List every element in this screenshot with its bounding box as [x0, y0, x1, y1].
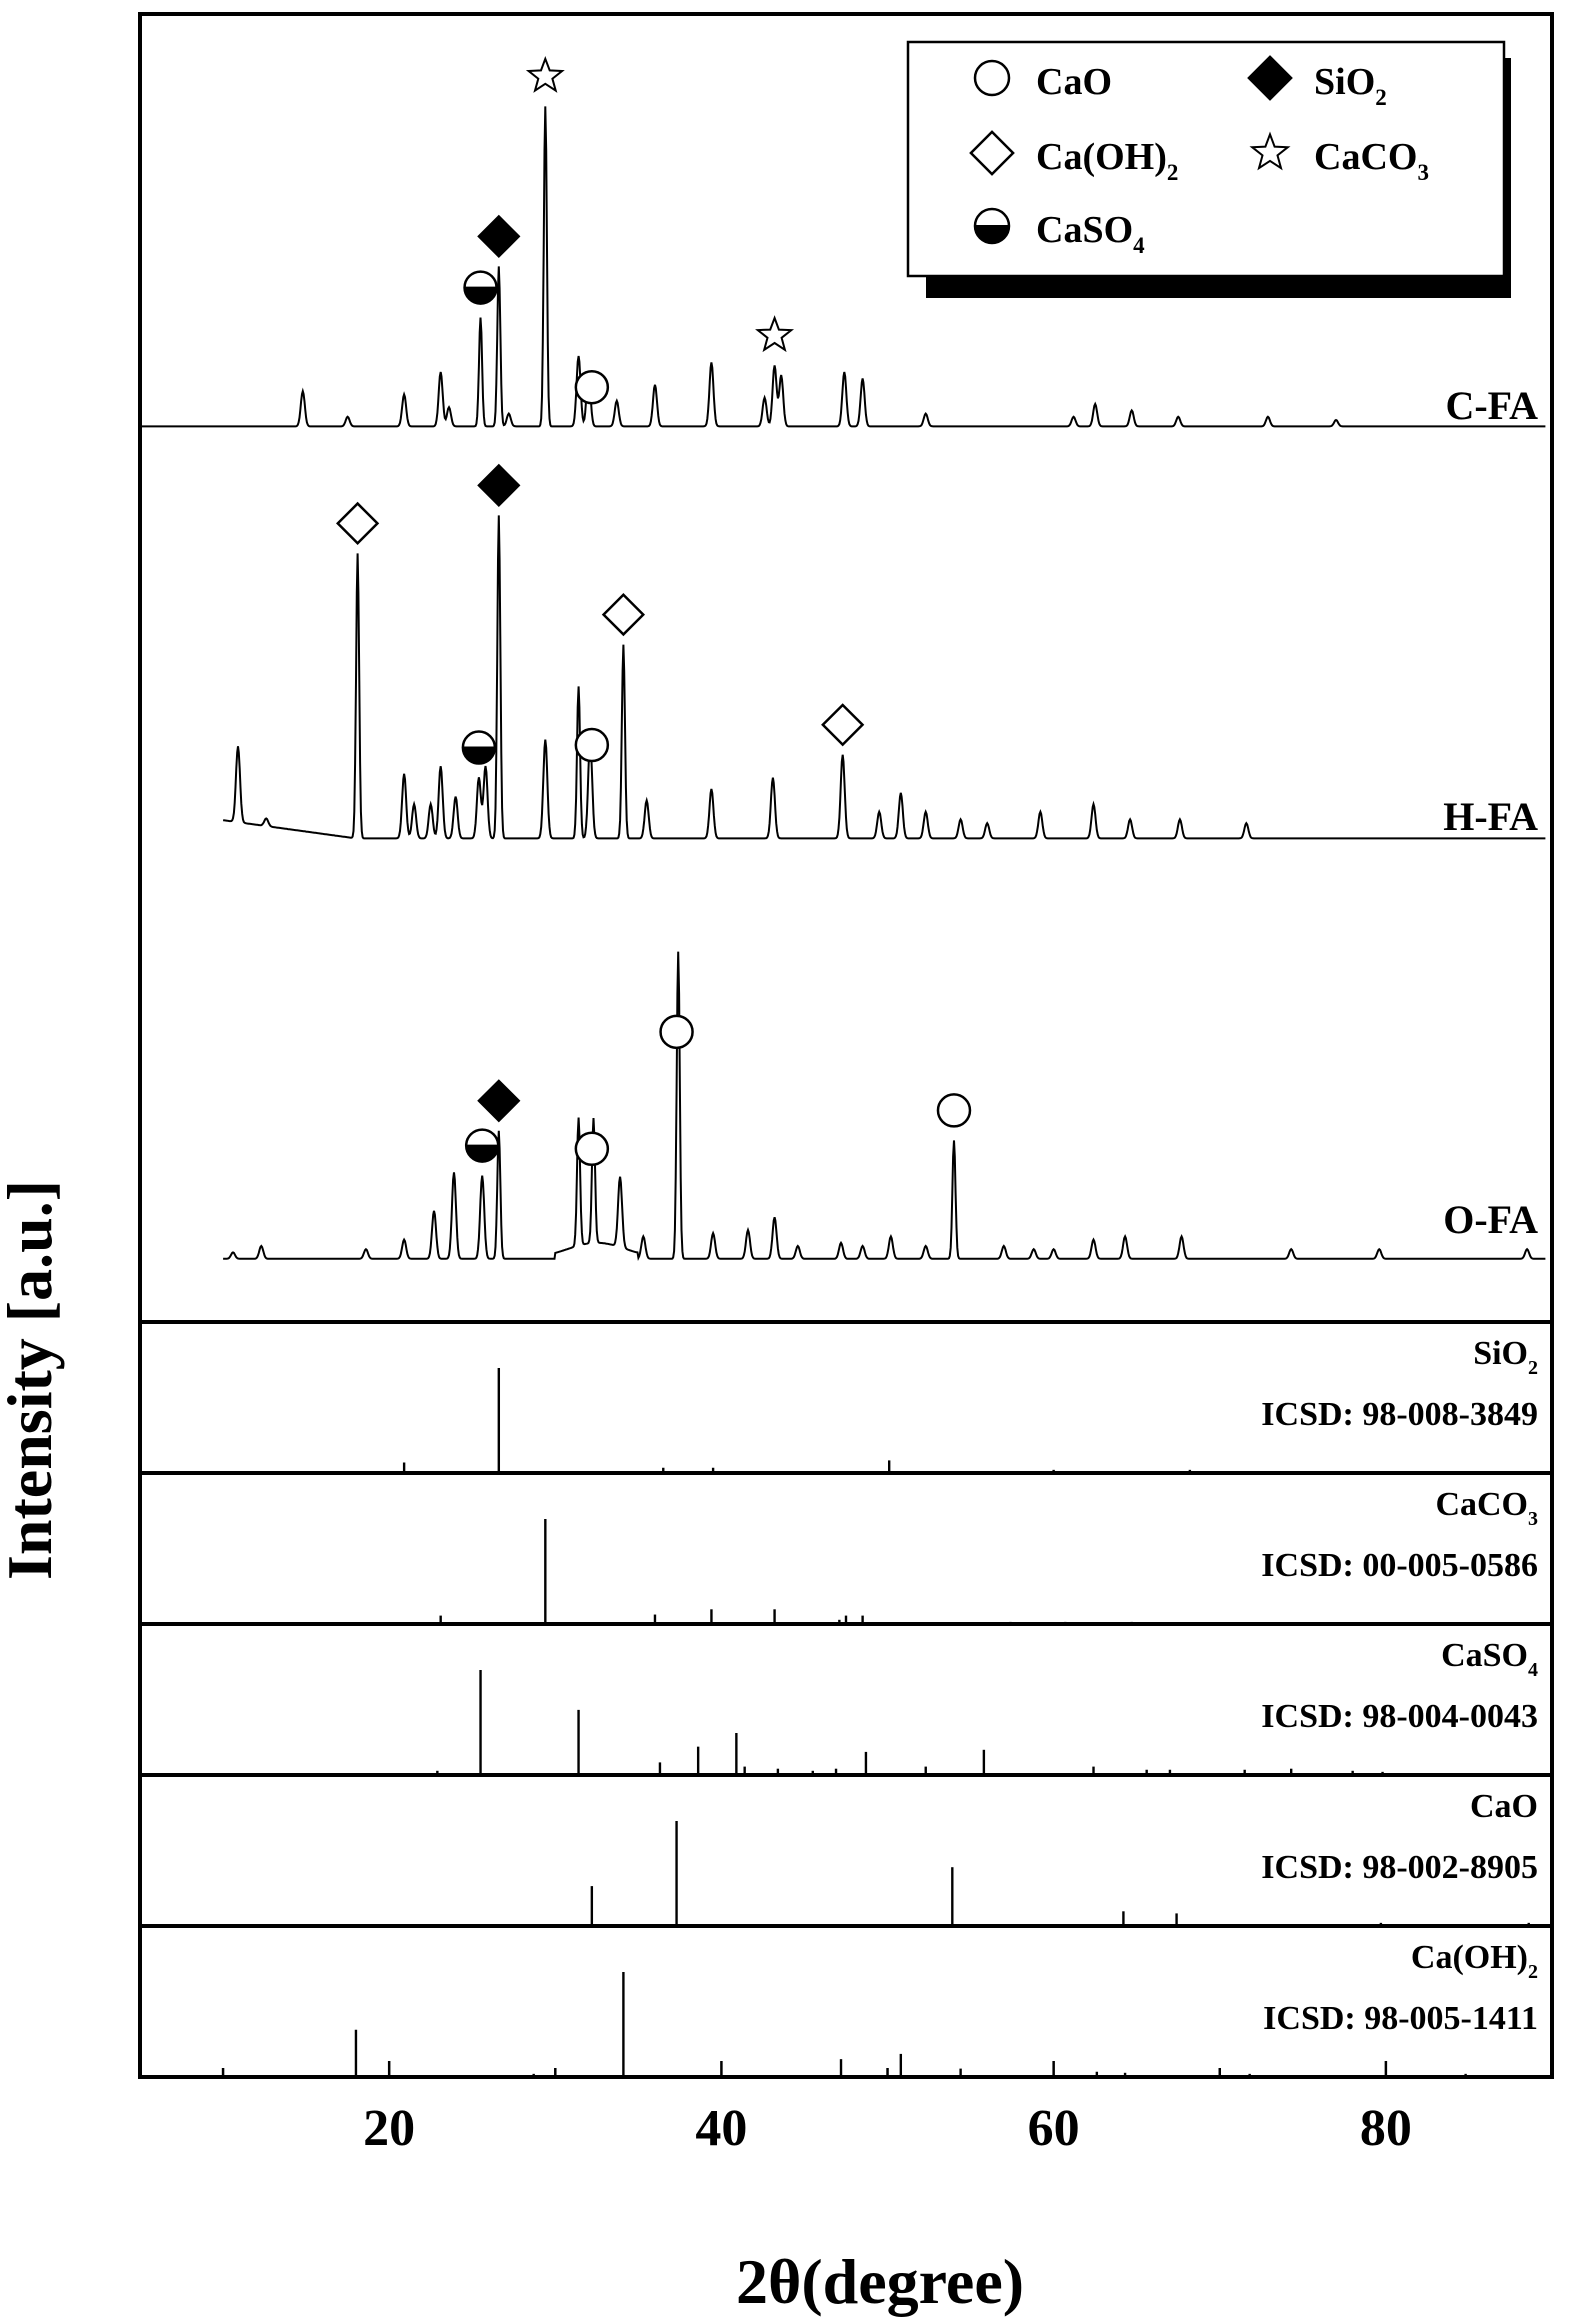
phase-markers	[336, 55, 972, 1167]
series-labels: C-FA H-FA O-FA	[1443, 383, 1538, 1242]
legend-label-cao: CaO	[1036, 61, 1112, 103]
marker-o-fa-filled-diamond-0	[477, 1079, 521, 1123]
reference-code-ca-oh-2: ICSD: 98-005-1411	[1263, 2000, 1538, 2037]
legend-icon-cao	[973, 59, 1011, 97]
marker-o-fa-circle-4	[936, 1093, 972, 1128]
marker-c-fa-half-circle-2	[463, 270, 498, 305]
marker-h-fa-filled-diamond-1	[477, 463, 521, 508]
x-axis-label: 2θ(degree)	[735, 2246, 1025, 2317]
series-c-fa	[140, 106, 1546, 428]
marker-h-fa-diamond-0	[336, 501, 380, 546]
marker-c-fa-filled-diamond-1	[477, 214, 521, 259]
reference-phase-ca-oh-2: Ca(OH)2	[1411, 1939, 1538, 1983]
reference-panel-sio2: SiO2 ICSD: 98-008-3849	[138, 1320, 1554, 1475]
trace-o-fa	[223, 951, 1546, 1261]
reference-panel-ca-oh-2: Ca(OH)2 ICSD: 98-005-1411	[138, 1924, 1554, 2079]
x-axis: 20 40 60 80	[221, 2061, 1554, 2157]
xrd-pattern-panel: C-FA H-FA O-FA CaO SiO2 Ca(OH)2 CaCO3 CaSO4	[138, 12, 1554, 1324]
x-tick-label-80: 80	[1360, 2100, 1412, 2157]
reference-phase-cao: CaO	[1470, 1788, 1538, 1825]
legend-label-ca-oh-2: Ca(OH)2	[1036, 136, 1178, 185]
marker-h-fa-diamond-5	[821, 703, 865, 747]
legend-icon-caco3	[1249, 131, 1291, 171]
trace-h-fa	[222, 515, 1546, 840]
marker-o-fa-half-circle-1	[464, 1128, 500, 1163]
marker-h-fa-circle-3	[574, 727, 610, 763]
marker-o-fa-circle-3	[659, 1014, 694, 1050]
reference-phase-caso4: CaSO4	[1441, 1637, 1538, 1681]
reference-frame	[138, 1924, 1554, 2079]
series-label-o-fa: O-FA	[1443, 1197, 1538, 1242]
reference-code-cao: ICSD: 98-002-8905	[1261, 1849, 1538, 1886]
trace-c-fa	[140, 106, 1546, 428]
legend-icon-sio2	[1247, 55, 1293, 101]
reference-phase-sio2: SiO2	[1473, 1335, 1538, 1379]
marker-o-fa-circle-2	[574, 1131, 610, 1167]
x-tick-label-20: 20	[363, 2100, 415, 2157]
reference-code-caco3: ICSD: 00-005-0586	[1261, 1547, 1538, 1584]
x-tick-label-60: 60	[1028, 2100, 1080, 2157]
reference-panel-caso4: CaSO4 ICSD: 98-004-0043	[138, 1622, 1554, 1777]
series-h-fa	[222, 515, 1546, 840]
marker-c-fa-star-0	[525, 55, 565, 93]
reference-panel-caco3: CaCO3 ICSD: 00-005-0586	[138, 1471, 1554, 1626]
legend: CaO SiO2 Ca(OH)2 CaCO3 CaSO4	[906, 40, 1511, 298]
marker-h-fa-half-circle-4	[461, 730, 497, 765]
legend-label-caco3: CaCO3	[1314, 136, 1429, 185]
reference-code-sio2: ICSD: 98-008-3849	[1261, 1396, 1538, 1433]
legend-label-caso4: CaSO4	[1036, 209, 1145, 258]
y-axis-label: Intensity [a.u.]	[0, 1179, 65, 1581]
series-traces	[140, 106, 1546, 1261]
x-tick-label-40: 40	[695, 2100, 747, 2157]
reference-code-caso4: ICSD: 98-004-0043	[1261, 1698, 1538, 1735]
reference-phase-caco3: CaCO3	[1435, 1486, 1538, 1530]
series-o-fa	[223, 951, 1546, 1261]
series-label-h-fa: H-FA	[1443, 794, 1538, 839]
reference-panels: SiO2 ICSD: 98-008-3849 CaCO3 ICSD: 00-005-0…	[138, 1320, 1554, 2079]
reference-panel-cao: CaO ICSD: 98-002-8905	[138, 1773, 1554, 1928]
marker-c-fa-circle-3	[574, 369, 610, 405]
marker-c-fa-star-4	[755, 315, 795, 353]
marker-h-fa-diamond-2	[601, 592, 646, 637]
legend-label-sio2: SiO2	[1314, 61, 1387, 110]
series-label-c-fa: C-FA	[1445, 383, 1538, 428]
legend-icon-caso4	[973, 207, 1011, 245]
legend-icon-ca-oh-2	[969, 130, 1015, 176]
